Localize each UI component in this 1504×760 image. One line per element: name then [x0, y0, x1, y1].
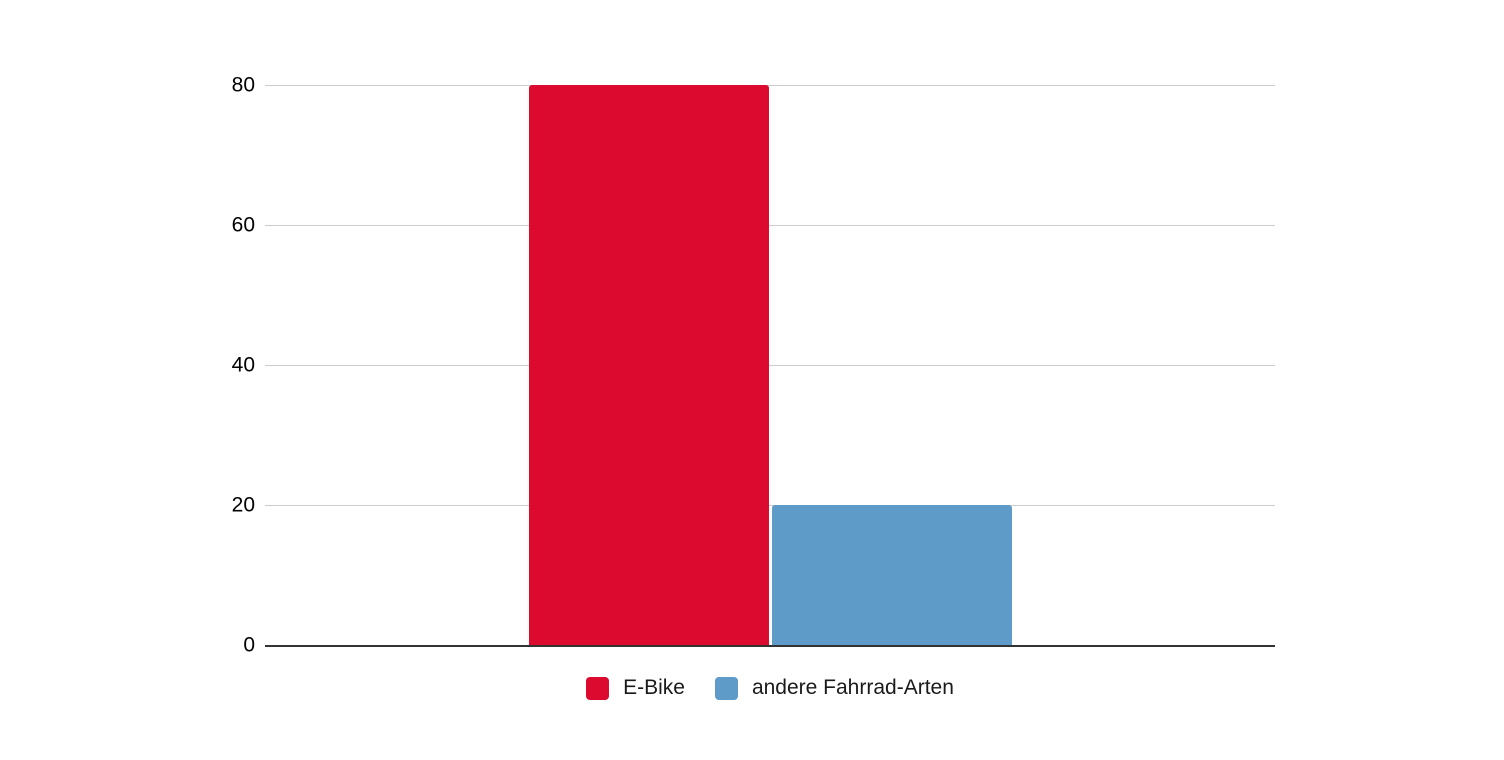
y-tick-label-20: 20 — [231, 493, 255, 517]
gridline-40 — [265, 365, 1275, 366]
y-tick-label-80: 80 — [231, 73, 255, 97]
chart-legend: E-Bike andere Fahrrad-Arten — [265, 676, 1275, 700]
gridline-20 — [265, 505, 1275, 506]
y-tick-label-0: 0 — [243, 633, 255, 657]
gridline-60 — [265, 225, 1275, 226]
y-tick-label-40: 40 — [231, 353, 255, 377]
legend-item-andere-fahrrad-arten[interactable]: andere Fahrrad-Arten — [714, 676, 954, 700]
bar-e-bike[interactable] — [528, 85, 769, 645]
x-axis-line — [265, 645, 1275, 647]
y-tick-label-60: 60 — [231, 213, 255, 237]
legend-swatch-icon — [714, 676, 738, 700]
legend-label: andere Fahrrad-Arten — [751, 676, 954, 699]
legend-label: E-Bike — [623, 676, 685, 699]
bar-andere-fahrrad-arten[interactable] — [771, 505, 1012, 645]
legend-swatch-icon — [586, 676, 610, 700]
gridline-80 — [265, 85, 1275, 86]
plot-area — [265, 85, 1275, 647]
legend-item-e-bike[interactable]: E-Bike — [586, 676, 685, 700]
